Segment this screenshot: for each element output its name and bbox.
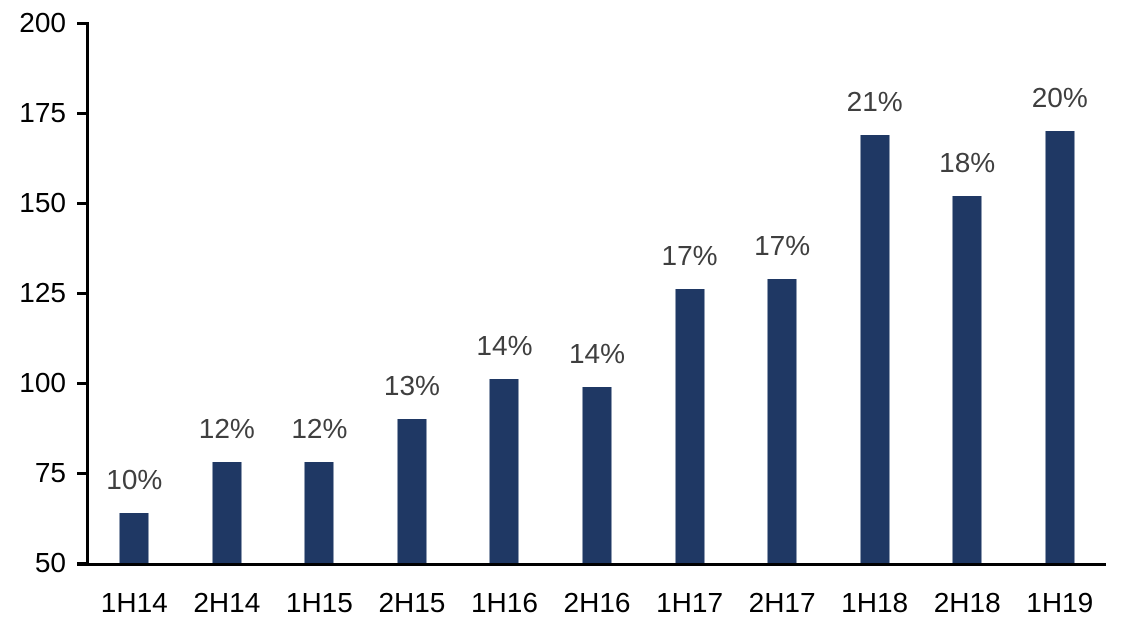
y-tick-mark <box>77 292 86 295</box>
y-tick-mark <box>77 202 86 205</box>
bar-value-label: 17% <box>754 230 811 261</box>
bar-value-label: 14% <box>476 330 533 361</box>
x-tick-label-1H14: 1H14 <box>100 587 168 618</box>
y-tick-label: 200 <box>19 7 66 38</box>
bar-slot: 20% <box>1013 23 1106 563</box>
bar-slot: 17% <box>643 23 736 563</box>
y-tick-label: 125 <box>19 277 66 308</box>
bar-value-label: 20% <box>1031 82 1088 113</box>
bar-1H16 <box>489 379 519 563</box>
y-tick-mark <box>77 22 86 25</box>
bar-1H19 <box>1045 131 1075 563</box>
y-tick-label: 150 <box>19 187 66 218</box>
bar-slot: 18% <box>921 23 1014 563</box>
bar-value-label: 12% <box>198 413 255 444</box>
bar-2H18 <box>952 196 982 563</box>
bar-value-label: 17% <box>661 240 718 271</box>
x-tick-label-2H18: 2H18 <box>933 587 1001 618</box>
x-tick-label-2H14: 2H14 <box>193 587 261 618</box>
bar-2H15 <box>397 419 427 563</box>
bar-slot: 21% <box>828 23 921 563</box>
y-tick-label: 75 <box>34 457 66 488</box>
x-tick-label-1H19: 1H19 <box>1026 587 1094 618</box>
bar-value-label: 10% <box>106 464 163 495</box>
x-tick-label-1H15: 1H15 <box>285 587 353 618</box>
bar-slot: 10% <box>88 23 181 563</box>
bar-value-label: 21% <box>846 86 903 117</box>
y-tick-label: 50 <box>34 547 66 578</box>
x-axis-line <box>77 563 1106 566</box>
y-tick-mark <box>77 382 86 385</box>
bar-slot: 14% <box>551 23 644 563</box>
bar-2H14 <box>212 462 242 563</box>
x-tick-label-2H17: 2H17 <box>748 587 816 618</box>
y-axis-line <box>86 22 89 566</box>
y-tick-mark <box>77 112 86 115</box>
bar-1H15 <box>304 462 334 563</box>
bar-value-label: 14% <box>568 338 626 369</box>
bar-slot: 14% <box>458 23 551 563</box>
bar-slot: 13% <box>366 23 459 563</box>
y-tick-label: 100 <box>19 367 66 398</box>
x-tick-label-1H16: 1H16 <box>470 587 538 618</box>
x-tick-label-1H18: 1H18 <box>841 587 909 618</box>
x-tick-label-2H16: 2H16 <box>563 587 631 618</box>
bar-slot: 12% <box>273 23 366 563</box>
bar-value-label: 13% <box>383 370 440 401</box>
bar-1H14 <box>119 513 149 563</box>
bar-2H16 <box>582 387 612 563</box>
x-axis-labels: 1H14 2H14 1H15 2H15 1H16 2H16 1H17 2H17 1H18 2H18… <box>88 588 1106 618</box>
plot-area: 10% 12% 12% 13% 14% 14% 17% 17% 21% 18% 20% <box>88 23 1106 563</box>
bar-1H18 <box>860 135 890 563</box>
y-tick-label: 175 <box>19 97 66 128</box>
y-tick-mark <box>77 472 86 475</box>
bar-1H17 <box>675 289 705 563</box>
bar-2H17 <box>767 279 797 563</box>
y-tick-mark <box>77 562 86 565</box>
x-tick-label-1H17: 1H17 <box>656 587 724 618</box>
bar-slot: 17% <box>736 23 829 563</box>
bar-value-label: 18% <box>939 147 996 178</box>
x-tick-label-2H15: 2H15 <box>378 587 446 618</box>
bar-slot: 12% <box>181 23 274 563</box>
bar-value-label: 12% <box>291 413 348 444</box>
